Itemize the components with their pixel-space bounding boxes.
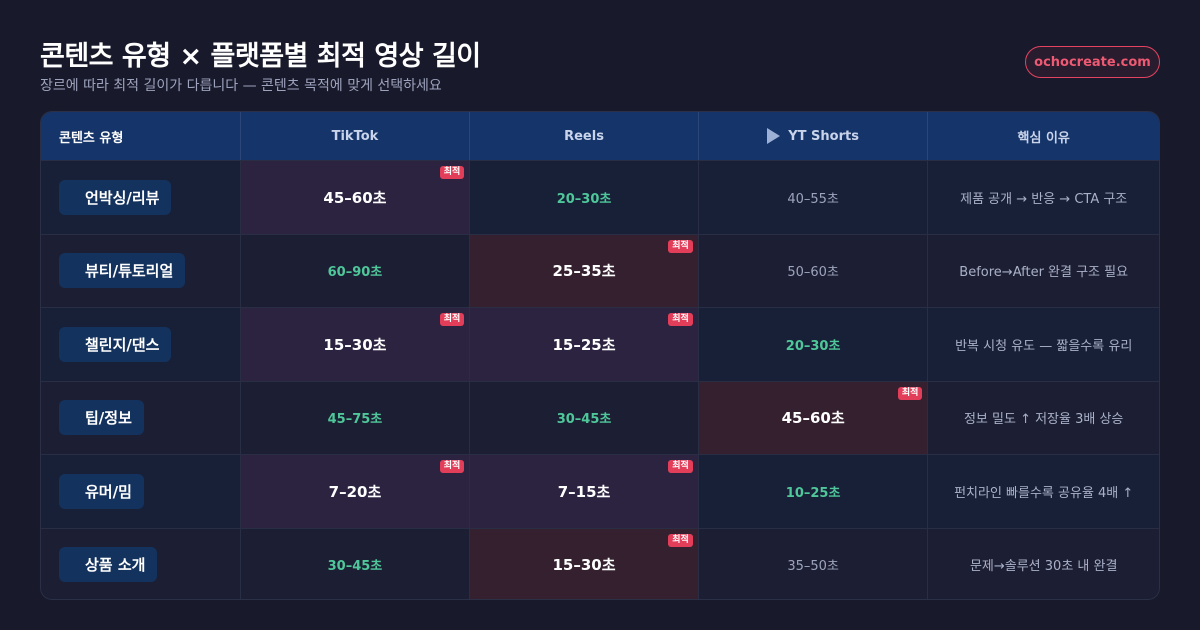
page-title: 콘텐츠 유형 × 플랫폼별 최적 영상 길이 — [40, 41, 481, 72]
duration-value: 10–25초 — [785, 485, 841, 501]
column-header-type: 콘텐츠 유형 — [41, 112, 241, 160]
tiktok-cell: 60–90초 — [241, 234, 471, 307]
reels-cell: 30–45초 — [470, 381, 699, 454]
content-type-pill: 유머/밈 — [59, 473, 144, 509]
reason-text: Before→After 완결 구조 필요 — [959, 265, 1129, 281]
table-row: 유머/밈 7–20초 최적 7–15초 최적 10–25초 펀치라인 빠를수록 공유… — [41, 454, 1159, 528]
shorts-cell: 10–25초 — [699, 455, 929, 528]
shorts-cell: 35–50초 — [699, 528, 929, 599]
column-header-reason: 핵심 이유 — [1017, 130, 1070, 146]
tiktok-cell: 45–75초 — [241, 381, 471, 454]
duration-value: 45–75초 — [327, 412, 383, 428]
duration-value: 7–15초 — [557, 482, 611, 501]
type-cell: 유머/밈 — [41, 455, 241, 528]
table-row: 팁/정보 45–75초 30–45초 45–60초 최적 정보 밀도 ↑ 저장율 … — [41, 380, 1159, 455]
content-type-pill: 챌린지/댄스 — [59, 326, 172, 362]
shorts-cell: 20–30초 — [699, 308, 929, 381]
content-type-pill: 뷰티/튜토리얼 — [59, 253, 186, 289]
reels-cell: 20–30초 — [470, 161, 699, 234]
reason-cell: Before→After 완결 구조 필요 — [928, 235, 1159, 308]
reason-text: 문제→솔루션 30초 내 완결 — [969, 559, 1118, 575]
duration-value: 60–90초 — [327, 265, 383, 281]
reason-cell: 펀치라인 빠를수록 공유율 4배 ↑ — [928, 455, 1159, 528]
brand-link-badge[interactable]: ochocreate.com — [1025, 46, 1160, 78]
reason-cell: 반복 시청 유도 — 짧을수록 유리 — [928, 308, 1159, 381]
duration-value: 25–35초 — [552, 262, 616, 281]
type-cell: 뷰티/튜토리얼 — [41, 234, 241, 307]
content-type-pill: 언박싱/리뷰 — [59, 179, 172, 215]
page-subtitle: 장르에 따라 최적 길이가 다릅니다 — 콘텐츠 목적에 맞게 선택하세요 — [40, 78, 442, 94]
duration-value: 35–50초 — [787, 559, 839, 575]
best-tag: 최적 — [668, 313, 693, 326]
column-header-tiktok: TikTok — [241, 112, 471, 160]
tiktok-cell: 30–45초 — [241, 528, 471, 599]
duration-value: 15–30초 — [552, 556, 616, 575]
reels-cell: 15–25초 최적 — [470, 308, 699, 381]
reason-text: 반복 시청 유도 — 짧을수록 유리 — [955, 338, 1133, 354]
comparison-table: 콘텐츠 유형 TikTok Reels YT Shorts 핵심 이유 언박싱/… — [40, 111, 1160, 600]
column-header-reels: Reels — [470, 112, 699, 160]
reason-text: 정보 밀도 ↑ 저장율 3배 상승 — [963, 412, 1124, 428]
shorts-cell: 45–60초 최적 — [698, 381, 929, 454]
type-cell: 팁/정보 — [41, 381, 241, 454]
table-row: 챌린지/댄스 15–30초 최적 15–25초 최적 20–30초 반복 시청 유도… — [41, 307, 1159, 381]
reason-cell: 문제→솔루션 30초 내 완결 — [928, 529, 1159, 600]
type-cell: 상품 소개 — [41, 528, 241, 599]
duration-value: 50–60초 — [787, 265, 839, 281]
best-tag: 최적 — [897, 386, 923, 400]
shorts-cell: 40–55초 — [699, 161, 929, 234]
best-tag: 최적 — [668, 533, 693, 547]
content-type-pill: 팁/정보 — [59, 400, 144, 436]
tiktok-cell: 45–60초 최적 — [240, 161, 471, 234]
duration-value: 20–30초 — [785, 338, 841, 354]
best-tag: 최적 — [668, 460, 693, 473]
reels-cell: 25–35초 최적 — [470, 234, 699, 307]
best-tag: 최적 — [439, 313, 465, 326]
content-type-pill: 상품 소개 — [59, 547, 158, 583]
duration-value: 45–60초 — [781, 409, 845, 428]
duration-value: 30–45초 — [556, 412, 612, 428]
play-icon — [767, 128, 781, 144]
column-header-shorts-label: YT Shorts — [788, 128, 859, 144]
reels-cell: 7–15초 최적 — [470, 455, 699, 528]
tiktok-cell: 7–20초 최적 — [240, 455, 471, 528]
best-tag: 최적 — [668, 239, 693, 253]
table-row: 언박싱/리뷰 45–60초 최적 20–30초 40–55초 제품 공개 → 반응… — [41, 160, 1159, 234]
best-tag: 최적 — [439, 166, 465, 179]
table-header-row: 콘텐츠 유형 TikTok Reels YT Shorts 핵심 이유 — [41, 112, 1159, 160]
column-header-shorts: YT Shorts — [699, 112, 929, 160]
duration-value: 30–45초 — [327, 559, 383, 575]
reason-cell: 정보 밀도 ↑ 저장율 3배 상승 — [928, 382, 1159, 455]
duration-value: 7–20초 — [328, 482, 382, 501]
reason-text: 제품 공개 → 반응 → CTA 구조 — [960, 191, 1128, 207]
best-tag: 최적 — [439, 460, 465, 473]
duration-value: 15–30초 — [323, 335, 387, 354]
duration-value: 45–60초 — [323, 188, 387, 207]
tiktok-cell: 15–30초 최적 — [240, 308, 471, 381]
type-cell: 챌린지/댄스 — [41, 308, 241, 381]
reels-cell: 15–30초 최적 — [470, 528, 699, 599]
table-row: 상품 소개 30–45초 15–30초 최적 35–50초 문제→솔루션 30초 … — [41, 527, 1159, 600]
type-cell: 언박싱/리뷰 — [41, 161, 241, 234]
shorts-cell: 50–60초 — [699, 234, 929, 307]
table-row: 뷰티/튜토리얼 60–90초 25–35초 최적 50–60초 Before→Af… — [41, 233, 1159, 308]
reason-text: 펀치라인 빠를수록 공유율 4배 ↑ — [954, 485, 1134, 501]
duration-value: 40–55초 — [787, 191, 839, 207]
reason-cell: 제품 공개 → 반응 → CTA 구조 — [928, 161, 1159, 234]
duration-value: 15–25초 — [552, 335, 616, 354]
duration-value: 20–30초 — [556, 191, 612, 207]
